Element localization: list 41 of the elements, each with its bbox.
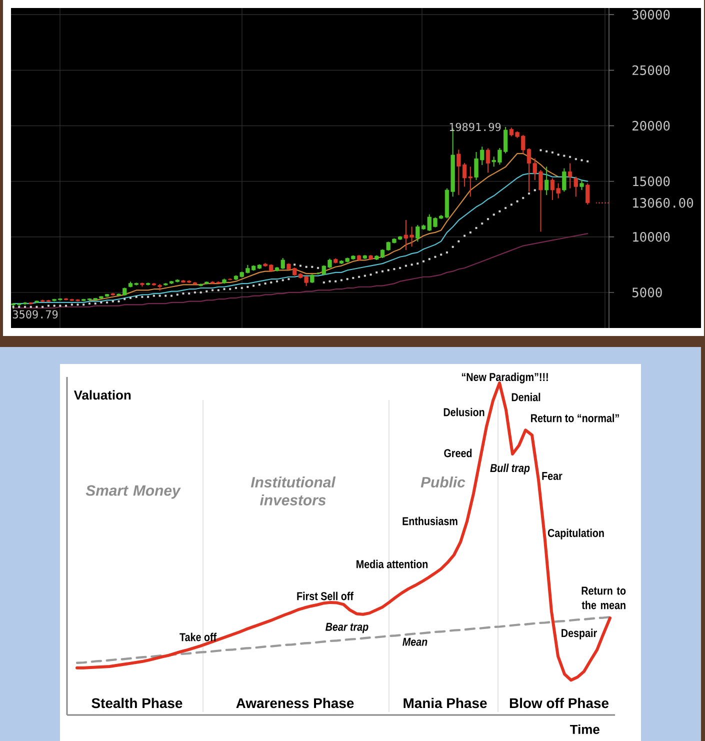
annotation: Mania Phase xyxy=(404,698,487,708)
annotation: Return to the mean xyxy=(582,586,626,610)
y-tick-label: 15000 xyxy=(633,176,670,186)
annotation: Blow off Phase xyxy=(510,698,609,708)
annotation: 3509.79 xyxy=(12,310,58,318)
annotation: Awareness Phase xyxy=(236,698,354,708)
candlestick xyxy=(486,148,490,174)
y-tick-label: 13060.00 xyxy=(633,198,694,208)
annotation: Bear trap xyxy=(326,622,368,634)
annotation: First Sell off xyxy=(297,592,354,600)
y-tick-label: 10000 xyxy=(633,232,670,242)
candlestick xyxy=(586,182,590,206)
candlestick xyxy=(568,162,572,189)
y-axis-title: Valuation xyxy=(74,390,131,400)
candlestick xyxy=(580,179,584,190)
annotation: Enthusiasm xyxy=(402,516,458,526)
annotation: 19891.99 xyxy=(450,122,501,132)
annotation: Return to “normal” xyxy=(531,414,619,422)
annotation: Bull trap xyxy=(490,464,530,474)
annotation: Despair xyxy=(562,628,597,640)
candlestick xyxy=(562,168,566,192)
annotation: Media attention xyxy=(356,560,428,568)
y-tick-label: 20000 xyxy=(632,120,670,131)
annotation: Smart Money xyxy=(86,485,181,499)
x-axis-title: Time xyxy=(570,724,600,734)
annotation: Stealth Phase xyxy=(92,698,182,708)
annotation: Institutional investors xyxy=(250,476,336,506)
series-label: Mean xyxy=(402,638,428,646)
annotation: Take off xyxy=(180,632,217,642)
annotation: Denial xyxy=(512,392,540,402)
annotation: Fear xyxy=(542,472,562,480)
annotation: Public xyxy=(420,476,466,488)
y-tick-label: 30000 xyxy=(632,10,670,20)
candlestick xyxy=(544,166,549,196)
annotation: Greed xyxy=(444,448,472,458)
annotation: “New Paradigm”!!! xyxy=(462,372,548,384)
y-tick-label: 25000 xyxy=(632,65,670,76)
y-tick-label: 5000 xyxy=(632,288,662,298)
annotation: Capitulation xyxy=(548,528,604,540)
annotation: Delusion xyxy=(444,408,484,416)
candlestick xyxy=(574,176,578,198)
